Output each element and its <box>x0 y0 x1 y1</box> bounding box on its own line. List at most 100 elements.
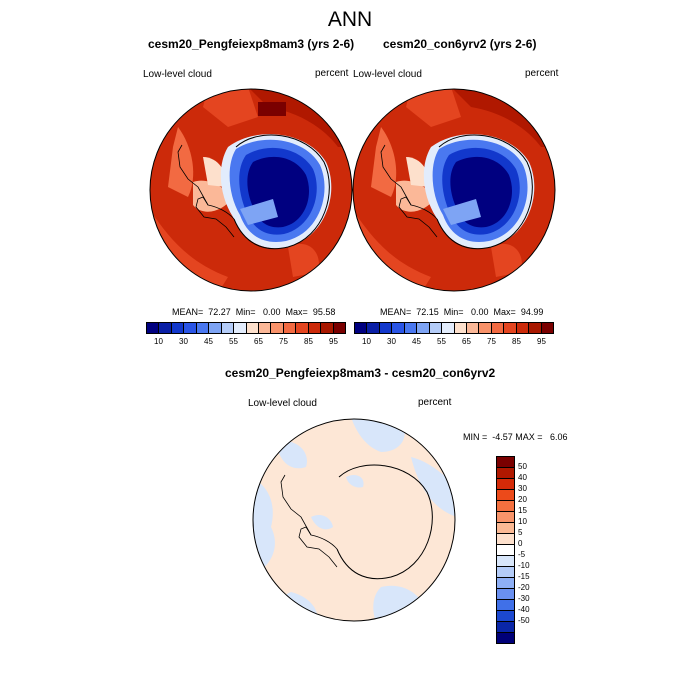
colorbar-tick-label: 10 <box>154 337 163 346</box>
colorbar-swatch <box>479 323 492 333</box>
colorbar-swatch <box>147 323 160 333</box>
colorbar-tick-label: 20 <box>518 495 527 504</box>
colorbar-swatch <box>504 323 517 333</box>
colorbar-tick-label: 5 <box>518 528 523 537</box>
panel-2-title: cesm20_con6yrv2 (yrs 2-6) <box>383 37 537 51</box>
colorbar-swatch <box>159 323 172 333</box>
colorbar-swatch <box>283 323 297 333</box>
colorbar-swatch <box>466 323 480 333</box>
colorbar-tick-label: 75 <box>279 337 288 346</box>
panel-2-units-label: percent <box>525 68 559 79</box>
figure-title: ANN <box>327 8 373 31</box>
colorbar-swatch <box>516 323 530 333</box>
panel-1-variable-label: Low-level cloud <box>143 69 212 80</box>
colorbar-tick-label: 85 <box>512 337 521 346</box>
colorbar-tick-label: 65 <box>254 337 263 346</box>
panel-1-colorbar <box>146 322 346 334</box>
colorbar-swatch <box>367 323 380 333</box>
colorbar-swatch <box>497 600 514 611</box>
colorbar-swatch <box>497 556 514 567</box>
colorbar-tick-label: 30 <box>518 484 527 493</box>
colorbar-tick-label: 45 <box>412 337 421 346</box>
colorbar-tick-label: 10 <box>362 337 371 346</box>
colorbar-tick-label: 85 <box>304 337 313 346</box>
colorbar-swatch <box>429 323 443 333</box>
colorbar-swatch <box>529 323 542 333</box>
colorbar-swatch <box>209 323 222 333</box>
colorbar-tick-label: 55 <box>437 337 446 346</box>
colorbar-swatch <box>497 578 514 589</box>
colorbar-swatch <box>379 323 393 333</box>
colorbar-swatch <box>171 323 185 333</box>
colorbar-swatch <box>497 589 514 600</box>
colorbar-swatch <box>442 323 455 333</box>
colorbar-swatch <box>497 490 514 501</box>
colorbar-swatch <box>497 622 514 633</box>
colorbar-tick-label: 30 <box>179 337 188 346</box>
colorbar-swatch <box>234 323 247 333</box>
panel-2-map <box>352 88 556 292</box>
colorbar-swatch <box>184 323 197 333</box>
colorbar-swatch <box>497 457 514 468</box>
diff-panel-map <box>252 418 456 622</box>
diff-panel-variable-label: Low-level cloud <box>248 398 317 409</box>
colorbar-swatch <box>497 545 514 556</box>
colorbar-tick-label: 65 <box>462 337 471 346</box>
panel-2-stats: MEAN= 72.15 Min= 0.00 Max= 94.99 <box>380 307 544 317</box>
colorbar-tick-label: 50 <box>518 462 527 471</box>
colorbar-swatch <box>417 323 430 333</box>
colorbar-swatch <box>491 323 505 333</box>
panel-1-units-label: percent <box>315 68 349 79</box>
colorbar-swatch <box>246 323 259 333</box>
colorbar-tick-label: -15 <box>518 572 530 581</box>
diff-colorbar-labels: 50 40 30 20 15 10 5 0 -5 -10 -15 -20 -30 -40 -50 <box>518 456 548 626</box>
panel-2-colorbar-labels: 10 30 45 55 65 75 85 95 <box>354 337 554 346</box>
colorbar-swatch <box>333 323 345 333</box>
colorbar-swatch <box>258 323 272 333</box>
colorbar-tick-label: 0 <box>518 539 523 548</box>
colorbar-swatch <box>497 501 514 512</box>
colorbar-tick-label: 15 <box>518 506 527 515</box>
colorbar-swatch <box>497 534 514 545</box>
colorbar-tick-label: -30 <box>518 594 530 603</box>
diff-panel-title: cesm20_Pengfeiexp8mam3 - cesm20_con6yrv2 <box>225 366 496 380</box>
colorbar-swatch <box>454 323 467 333</box>
colorbar-swatch <box>355 323 368 333</box>
colorbar-tick-label: 75 <box>487 337 496 346</box>
colorbar-swatch <box>497 468 514 479</box>
colorbar-swatch <box>271 323 284 333</box>
colorbar-swatch <box>497 512 514 523</box>
colorbar-swatch <box>497 567 514 578</box>
panel-1-title: cesm20_Pengfeiexp8mam3 (yrs 2-6) <box>148 37 355 51</box>
colorbar-tick-label: 30 <box>387 337 396 346</box>
panel-2-colorbar <box>354 322 554 334</box>
diff-panel-stats: MIN = -4.57 MAX = 6.06 <box>463 432 568 442</box>
colorbar-swatch <box>221 323 235 333</box>
colorbar-swatch <box>308 323 322 333</box>
colorbar-swatch <box>497 523 514 534</box>
colorbar-tick-label: -50 <box>518 616 530 625</box>
colorbar-swatch <box>541 323 553 333</box>
colorbar-swatch <box>321 323 334 333</box>
panel-1-map <box>149 88 353 292</box>
colorbar-swatch <box>296 323 309 333</box>
colorbar-swatch <box>497 633 514 643</box>
colorbar-swatch <box>497 479 514 490</box>
colorbar-swatch <box>196 323 210 333</box>
colorbar-tick-label: -10 <box>518 561 530 570</box>
colorbar-swatch <box>497 611 514 622</box>
colorbar-tick-label: -40 <box>518 605 530 614</box>
colorbar-tick-label: 40 <box>518 473 527 482</box>
colorbar-tick-label: 55 <box>229 337 238 346</box>
panel-1-stats: MEAN= 72.27 Min= 0.00 Max= 95.58 <box>172 307 336 317</box>
colorbar-tick-label: 95 <box>329 337 338 346</box>
colorbar-tick-label: 95 <box>537 337 546 346</box>
colorbar-swatch <box>404 323 418 333</box>
diff-panel-units-label: percent <box>418 397 452 408</box>
panel-2-variable-label: Low-level cloud <box>353 69 422 80</box>
colorbar-tick-label: -5 <box>518 550 526 559</box>
panel-1-colorbar-labels: 10 30 45 55 65 75 85 95 <box>146 337 346 346</box>
colorbar-tick-label: 45 <box>204 337 213 346</box>
diff-colorbar <box>496 456 515 644</box>
colorbar-tick-label: -20 <box>518 583 530 592</box>
